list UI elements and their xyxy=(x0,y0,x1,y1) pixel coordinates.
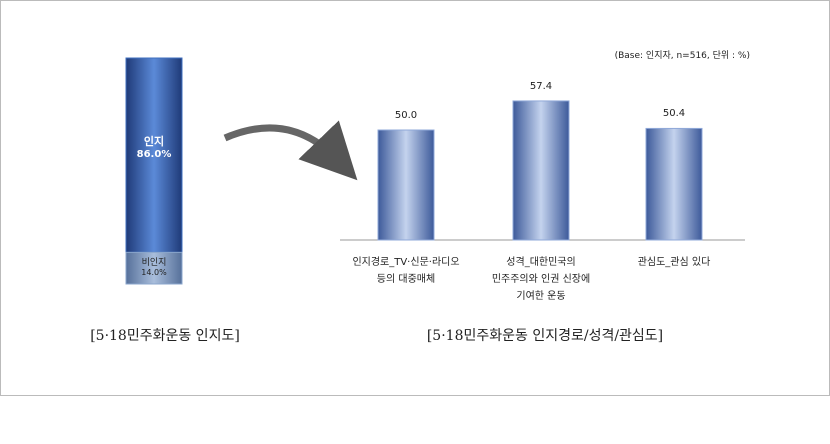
value-label: 50.0 xyxy=(394,110,418,121)
x-tick-label: 관심도_관심 있다 xyxy=(637,257,711,268)
bar xyxy=(645,127,703,241)
segment-label: 비인지 xyxy=(141,258,167,269)
value-label: 57.4 xyxy=(529,80,553,92)
value-label: 86.0% xyxy=(136,149,172,161)
bar-segment xyxy=(125,57,183,253)
subtitle: (Base: 인지자, n=516, 단위 : %) xyxy=(614,51,750,61)
bar-segment xyxy=(125,251,183,285)
caption: [5·18민주화운동 인지도] xyxy=(90,328,240,344)
bar xyxy=(512,100,570,241)
x-tick-label: 인지경로_TV·신문·라디오 등의 대중매체 xyxy=(352,257,460,285)
caption: [5·18민주화운동 인지경로/성격/관심도] xyxy=(426,328,664,344)
arrow xyxy=(223,120,358,181)
value-label: 50.4 xyxy=(662,108,686,120)
bar xyxy=(377,129,435,241)
value-label: 14.0% xyxy=(141,268,167,278)
segment-label: 인지 xyxy=(143,135,165,149)
x-tick-label: 성격_대한민국의 민주주의와 인권 신장에 기여한 운동 xyxy=(491,257,591,302)
